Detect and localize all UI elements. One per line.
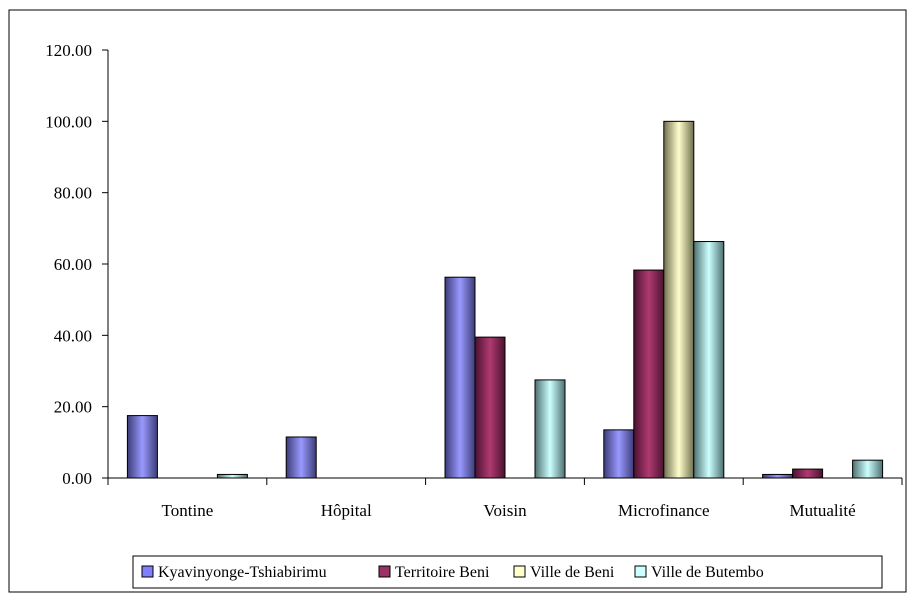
bar [633,269,665,479]
bar [762,473,794,479]
x-category-label: Microfinance [618,501,710,520]
bar [852,459,884,479]
x-tick-labels: Tontine Hôpital Voisin Microfinance Mutualit… [162,501,856,520]
legend-swatch [141,565,154,578]
bars [126,120,884,479]
x-category-label: Hôpital [321,501,372,520]
bar [216,473,248,479]
x-category-label: Tontine [162,501,214,520]
y-tick-label: 40.00 [54,326,92,345]
bar [534,379,566,479]
y-tick-label: 0.00 [62,469,92,488]
bar [792,468,824,479]
y-tick-label: 20.00 [54,398,92,417]
y-tick-label: 100.00 [45,112,92,131]
bar [126,415,158,479]
bar [474,336,506,479]
bar [603,429,635,479]
y-tick-labels: 0.00 20.00 40.00 60.00 80.00 100.00 120.00 [45,41,92,488]
x-category-label: Voisin [483,501,527,520]
bar [663,120,695,479]
legend-swatch [513,565,526,578]
legend-box [132,555,883,589]
bar [693,241,725,479]
legend-label: Ville de Beni [530,564,615,581]
legend: Kyavinyonge-Tshiabirimu Territoire Beni Vi… [132,555,883,589]
legend-label: Ville de Butembo [651,564,764,581]
y-tick-label: 60.00 [54,255,92,274]
legend-swatch [378,565,391,578]
legend-label: Kyavinyonge-Tshiabirimu [158,564,327,581]
y-tick-label: 80.00 [54,184,92,203]
bar [444,276,476,479]
legend-label: Territoire Beni [395,564,490,581]
legend-swatch [634,565,647,578]
x-category-label: Mutualité [790,501,856,520]
bar [285,436,317,479]
y-tick-label: 120.00 [45,41,92,60]
